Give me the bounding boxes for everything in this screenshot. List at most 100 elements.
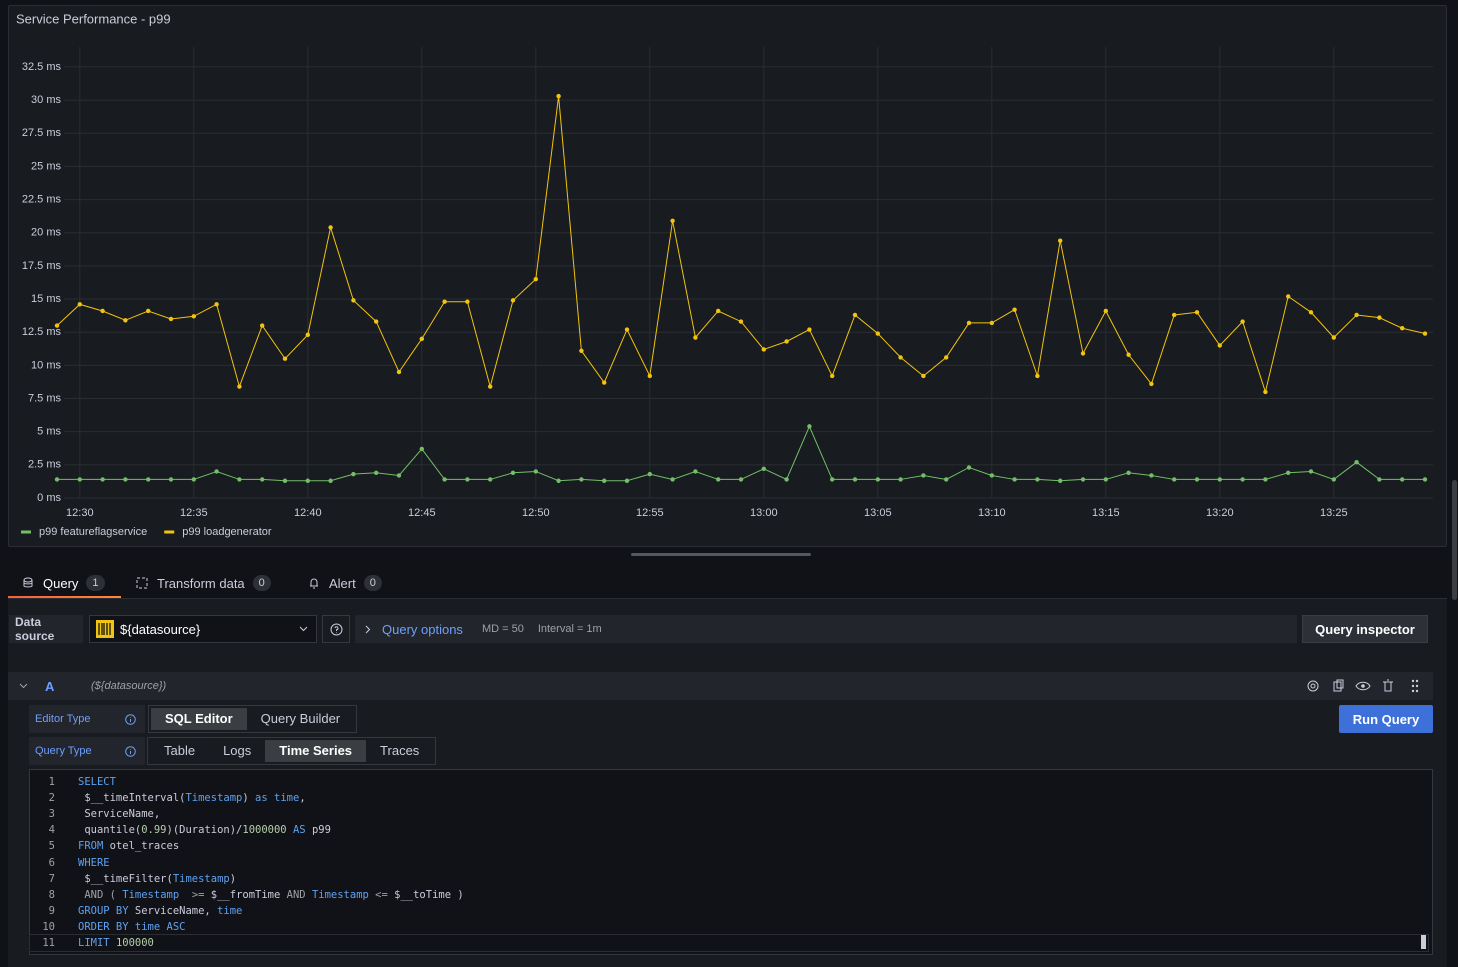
chevron-right <box>365 625 371 633</box>
data-point <box>1172 312 1177 318</box>
data-point <box>647 373 652 379</box>
tab[interactable]: Transform data 0 <box>136 572 271 594</box>
data-point <box>989 473 994 478</box>
grid <box>64 47 1433 499</box>
query-options[interactable]: Query options MD = 50 Interval = 1m <box>355 615 1297 643</box>
info-icon <box>125 746 136 757</box>
code-token: time <box>217 904 243 917</box>
tab-count: 0 <box>363 575 382 591</box>
data-point <box>1012 307 1017 312</box>
data-point <box>328 225 333 230</box>
y-tick-label: 17.5 ms <box>22 260 62 272</box>
data-point <box>214 469 219 474</box>
line-number: 10 <box>42 920 55 933</box>
code-token: >= <box>179 888 211 901</box>
y-tick-label: 30 ms <box>31 94 61 106</box>
data-point <box>1058 238 1063 243</box>
x-tick-label: 13:10 <box>978 507 1006 519</box>
radio-option[interactable]: SQL Editor <box>151 708 247 730</box>
y-tick-label: 27.5 ms <box>22 127 62 139</box>
radio-option[interactable]: Logs <box>223 743 252 758</box>
splitter[interactable] <box>631 553 811 556</box>
data-point <box>761 466 766 472</box>
query-options-label: Query options <box>382 621 463 637</box>
code-token: AND ( <box>78 888 123 901</box>
run-query-button[interactable]: Run Query <box>1339 705 1433 733</box>
data-point <box>100 308 105 314</box>
data-point <box>510 298 516 303</box>
radio-option[interactable]: Traces <box>380 743 420 758</box>
query-ref[interactable]: A <box>45 679 55 694</box>
data-point <box>146 308 151 314</box>
data-point <box>510 470 516 475</box>
scrollbar[interactable] <box>1452 480 1457 600</box>
code-token: $__toTime ) <box>394 888 464 901</box>
code-token: quantile( <box>78 824 142 837</box>
info-icon <box>125 714 136 725</box>
x-tick-label: 13:00 <box>750 507 778 519</box>
data-point <box>875 331 880 336</box>
data-source-label: Data source <box>9 615 83 643</box>
data-point <box>1058 478 1063 483</box>
query-type-label: Query Type <box>29 737 145 765</box>
help-button[interactable] <box>322 615 350 643</box>
code-token: Timestamp <box>185 792 243 805</box>
y-tick-label: 12.5 ms <box>22 326 62 338</box>
tab-underline <box>8 596 121 598</box>
code-token: Timestamp <box>172 872 230 885</box>
data-point <box>647 471 652 477</box>
data-point <box>374 319 379 324</box>
max-data-points: MD = 50 <box>481 623 524 635</box>
data-point <box>693 469 698 474</box>
code-token: WHERE <box>78 856 110 869</box>
y-tick-label: 25 ms <box>31 160 61 172</box>
line-number: 5 <box>48 840 55 853</box>
code-token: Timestamp <box>311 888 369 901</box>
code-editor[interactable]: 1 SELECT 2 $__timeInterval(Timestamp) as t… <box>29 769 1433 955</box>
data-point <box>1400 477 1405 482</box>
radio-option[interactable]: Table <box>164 743 196 758</box>
row-actions[interactable] <box>1304 678 1428 694</box>
radio-option[interactable]: Query Builder <box>260 711 341 726</box>
query-inspector-button[interactable]: Query inspector <box>1302 615 1428 643</box>
chevron-down <box>299 626 308 632</box>
data-point <box>898 477 903 482</box>
radio-group: Table Logs Time Series Traces <box>147 737 437 765</box>
tab[interactable]: Alert 0 <box>308 572 382 594</box>
data-point <box>1103 308 1109 314</box>
y-tick-label: 10 ms <box>31 359 61 371</box>
code-line: 9 GROUP BY ServiceName, time <box>30 903 1428 919</box>
data-point <box>168 477 174 482</box>
code-token: FROM <box>78 840 104 853</box>
data-point <box>1308 310 1314 315</box>
tab-label: Alert <box>329 575 356 591</box>
query-datasource: (${datasource}) <box>91 680 167 692</box>
data-point <box>1422 331 1428 336</box>
code-token: as <box>255 792 268 805</box>
data-point <box>1080 477 1086 482</box>
code-line: 11 LIMIT 100000 <box>29 934 1429 952</box>
tab[interactable]: Query 1 <box>22 572 105 594</box>
code-token: 1000000 <box>242 824 287 837</box>
code-line: 1 SELECT <box>30 774 1428 790</box>
code-token: LIMIT <box>78 937 110 949</box>
code-token: 100000 <box>115 937 154 949</box>
radio-option[interactable]: Time Series <box>265 740 367 762</box>
code-token: SELECT <box>78 776 116 788</box>
collapse-icon[interactable] <box>19 683 28 689</box>
x-tick-label: 12:55 <box>636 507 664 519</box>
data-point <box>146 477 151 482</box>
data-point <box>1331 335 1337 340</box>
y-tick-label: 20 ms <box>31 227 61 239</box>
data-point <box>305 478 310 483</box>
data-point <box>237 477 242 482</box>
query-row-header: A (${datasource}) <box>8 672 1433 700</box>
tab-label: Query <box>43 575 79 591</box>
tab-label: Transform data <box>157 575 245 591</box>
data-source-select[interactable]: ${datasource} <box>89 615 317 643</box>
data-point <box>419 336 424 342</box>
panel <box>8 5 1447 547</box>
data-point <box>260 323 265 328</box>
data-point <box>784 477 789 482</box>
data-point <box>351 471 356 477</box>
